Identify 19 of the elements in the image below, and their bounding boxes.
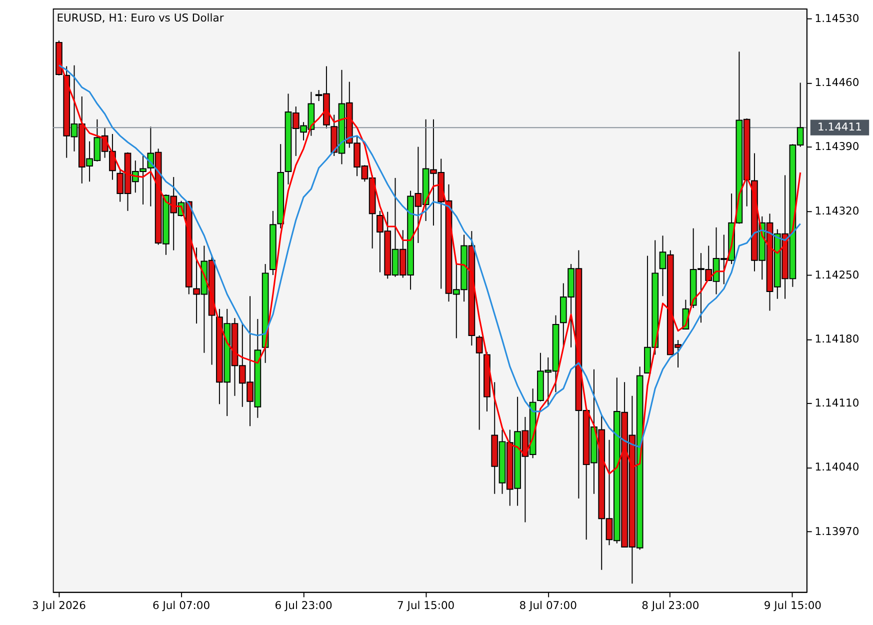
- y-tick-label: 1.14320: [814, 204, 860, 218]
- y-tick-label: 1.13970: [814, 524, 860, 538]
- x-tick-label: 3 Jul 2026: [32, 598, 86, 612]
- x-tick-label: 8 Jul 07:00: [519, 598, 578, 612]
- y-tick-label: 1.14110: [814, 396, 860, 410]
- x-tick-label: 8 Jul 23:00: [642, 598, 700, 612]
- x-tick-label: 6 Jul 07:00: [152, 598, 210, 612]
- y-tick-label: 1.14460: [814, 76, 860, 90]
- x-tick-label: 6 Jul 23:00: [274, 598, 333, 612]
- x-tick-label: 9 Jul 15:00: [764, 598, 822, 612]
- y-tick-label: 1.14180: [814, 332, 860, 346]
- candlestick: [476, 334, 483, 430]
- y-tick-label: 1.14250: [814, 268, 860, 282]
- y-tick-label: 1.14530: [814, 12, 860, 26]
- ref-line-label: 1.14411: [817, 120, 862, 134]
- x-tick-label: 7 Jul 15:00: [397, 598, 455, 612]
- chart-title: EURUSD, H1: Euro vs US Dollar: [56, 11, 224, 24]
- y-tick-label: 1.14040: [814, 460, 860, 474]
- y-tick-label: 1.14390: [814, 140, 860, 154]
